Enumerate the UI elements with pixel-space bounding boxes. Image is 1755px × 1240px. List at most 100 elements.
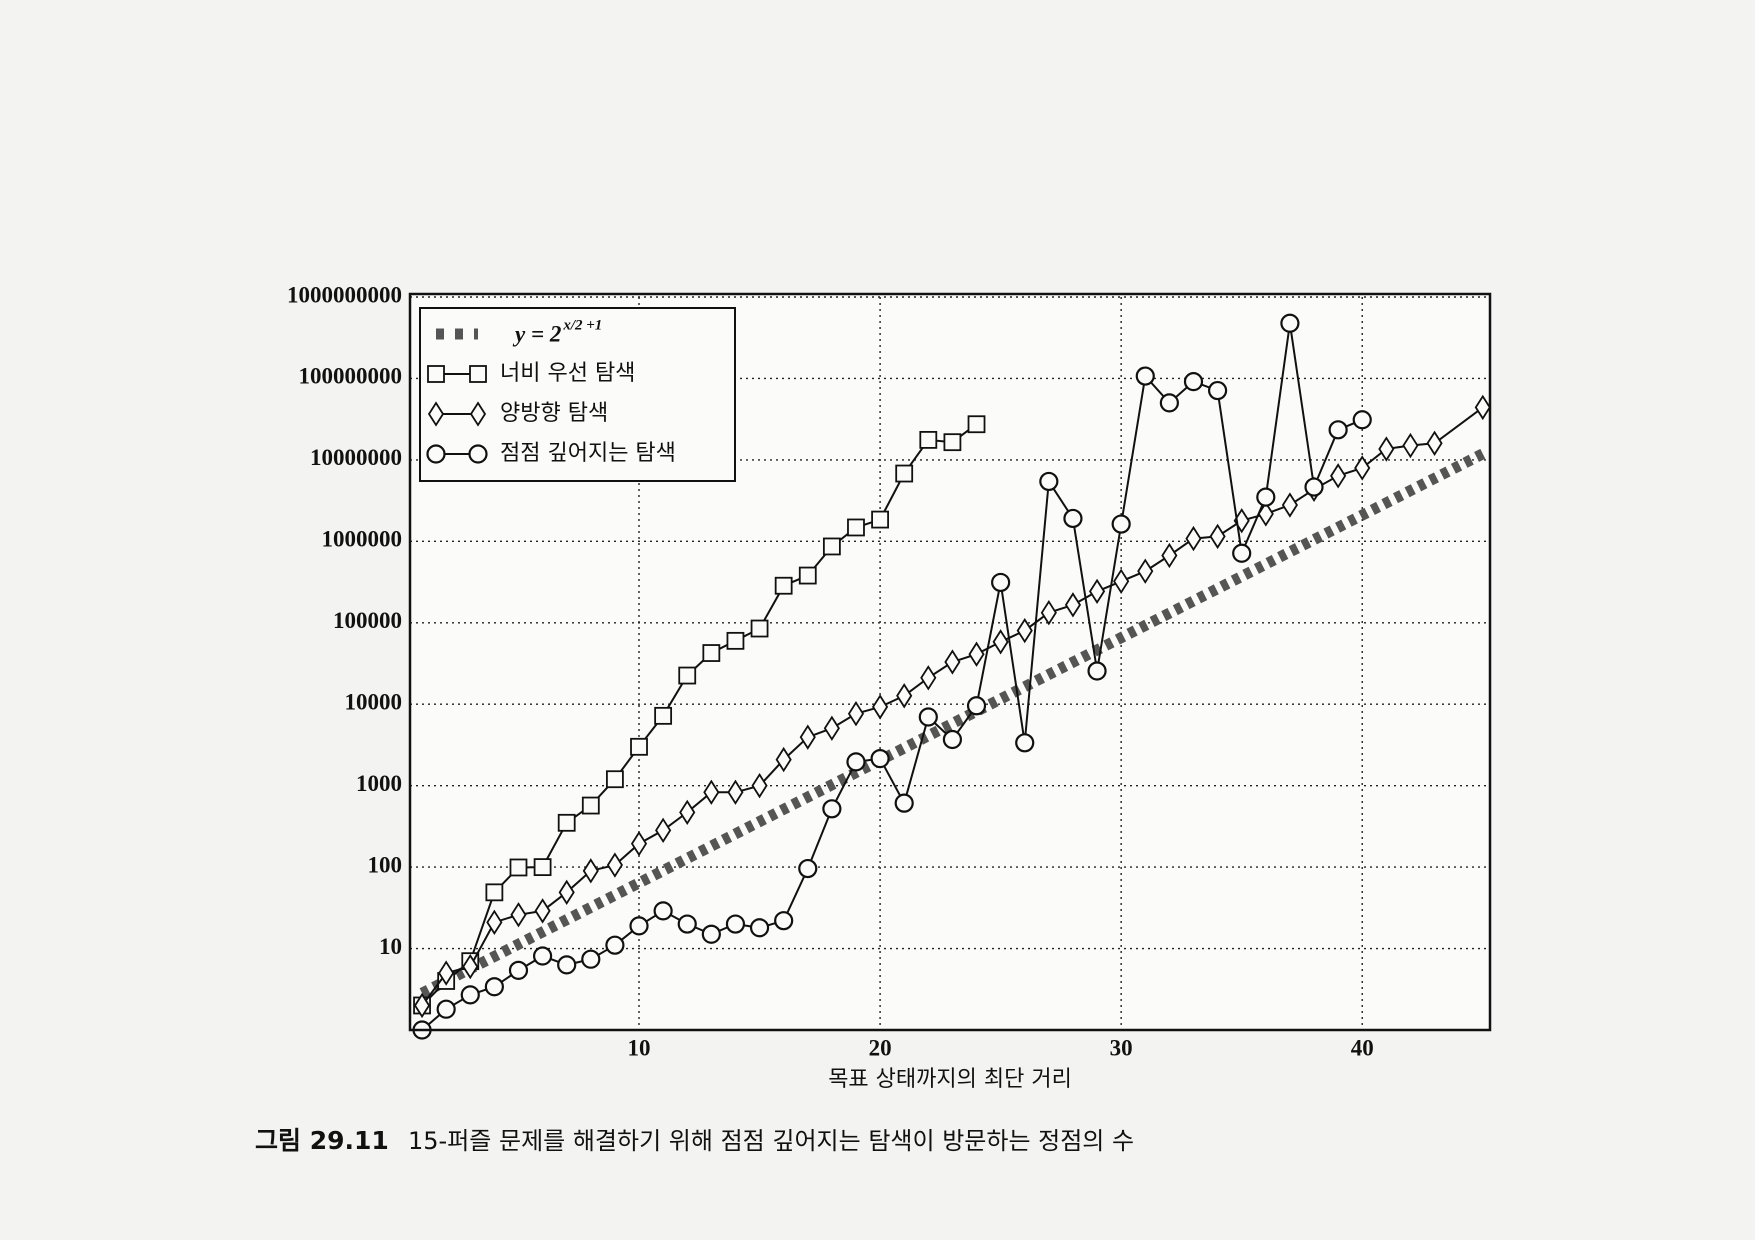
circle-marker [436,999,456,1019]
circle-marker [460,985,480,1005]
square-marker [967,415,986,434]
circle-marker [1111,514,1131,534]
y-tick-label: 1000000 [322,527,403,552]
circle-marker [605,935,625,955]
circle-marker [701,924,721,944]
y-tick-label: 10000000 [310,445,402,470]
diamond-marker [534,898,551,924]
y-tick-label: 1000 [356,771,402,796]
diamond-marker [968,641,985,667]
circle-marker [966,696,987,716]
diamond-marker [1402,432,1419,459]
diamond-marker [558,879,575,906]
circle-marker [468,444,488,464]
diamond-marker [847,701,865,727]
diamond-marker [751,772,768,799]
x-tick-label: 40 [1351,1035,1374,1060]
square-marker [702,644,721,662]
diamond-marker [438,960,455,986]
diamond-marker [1354,455,1371,481]
circle-marker [822,799,842,819]
caption-text: 15-퍼즐 문제를 해결하기 위해 점점 깊어지는 탐색이 방문하는 정점의 수 [408,1127,1134,1155]
diamond-marker [1088,578,1106,605]
square-marker [895,464,914,483]
circle-marker [1087,661,1107,681]
square-marker [919,430,938,449]
y-tick-label: 100 [368,852,403,877]
circle-marker [426,444,446,464]
square-marker [606,770,624,789]
x-tick-label: 10 [628,1035,651,1060]
diamond-marker [727,779,744,805]
square-marker [871,510,889,529]
diamond-marker [655,817,672,843]
square-marker [581,796,600,815]
diamond-marker [1426,430,1443,456]
diamond-marker [1281,492,1298,518]
diamond-marker [1330,463,1347,489]
circle-marker [653,901,673,921]
circle-marker [1063,508,1083,529]
diamond-marker [1185,525,1202,552]
diamond-marker [413,992,431,1019]
diamond-marker [606,852,623,878]
circle-marker [1328,420,1348,440]
circle-marker [798,858,818,879]
y-tick-label: 100000 [333,608,402,633]
circle-marker [870,748,890,769]
square-marker [654,706,673,725]
square-marker [469,365,487,383]
circle-marker [749,918,770,938]
diamond-marker [1064,592,1082,618]
diamond-marker [775,746,792,773]
square-marker [557,813,576,832]
caption-label: 그림 29.11 [255,1126,389,1155]
circle-marker [1304,477,1324,497]
circle-marker [1232,543,1252,563]
square-marker [509,858,528,877]
circle-marker [557,955,577,975]
square-marker [943,433,962,452]
diamond-marker [469,401,487,427]
diamond-marker [823,715,840,741]
diamond-marker [582,858,599,884]
diamond-marker [896,683,913,709]
circle-marker [846,752,866,772]
diamond-marker [1474,394,1491,421]
square-marker [678,666,697,685]
circle-marker [1039,471,1059,492]
square-marker [750,619,769,638]
square-marker [533,858,552,877]
diamond-marker [510,902,527,928]
diamond-marker [1016,617,1033,644]
square-marker [630,737,648,756]
circle-marker [1256,487,1276,507]
plot-area [410,296,1491,1040]
circle-marker [1015,733,1035,753]
diamond-marker [1040,600,1057,626]
y-tick-label: 100000000 [299,364,403,389]
square-marker [798,566,817,585]
circle-marker [1352,410,1372,430]
diamond-marker [1161,542,1178,569]
formula-line [419,448,1486,999]
diamond-marker [799,724,816,750]
diamond-marker [1137,558,1154,584]
y-tick-label: 10000 [345,690,403,715]
diamond-marker [920,665,937,691]
x-axis-label: 목표 상태까지의 최단 거리 [828,1067,1072,1092]
circle-marker [774,911,794,931]
square-marker [822,537,841,556]
legend-label-superscript: x/2 +1 [562,317,602,333]
circle-marker [629,916,649,936]
circle-marker [942,729,963,750]
diamond-marker [486,909,503,935]
diamond-marker [703,779,720,805]
square-marker [774,576,793,595]
diamond-marker [462,953,479,980]
plot-frame [408,292,1492,1032]
circle-marker [508,960,529,980]
diamond-marker [1209,523,1226,550]
